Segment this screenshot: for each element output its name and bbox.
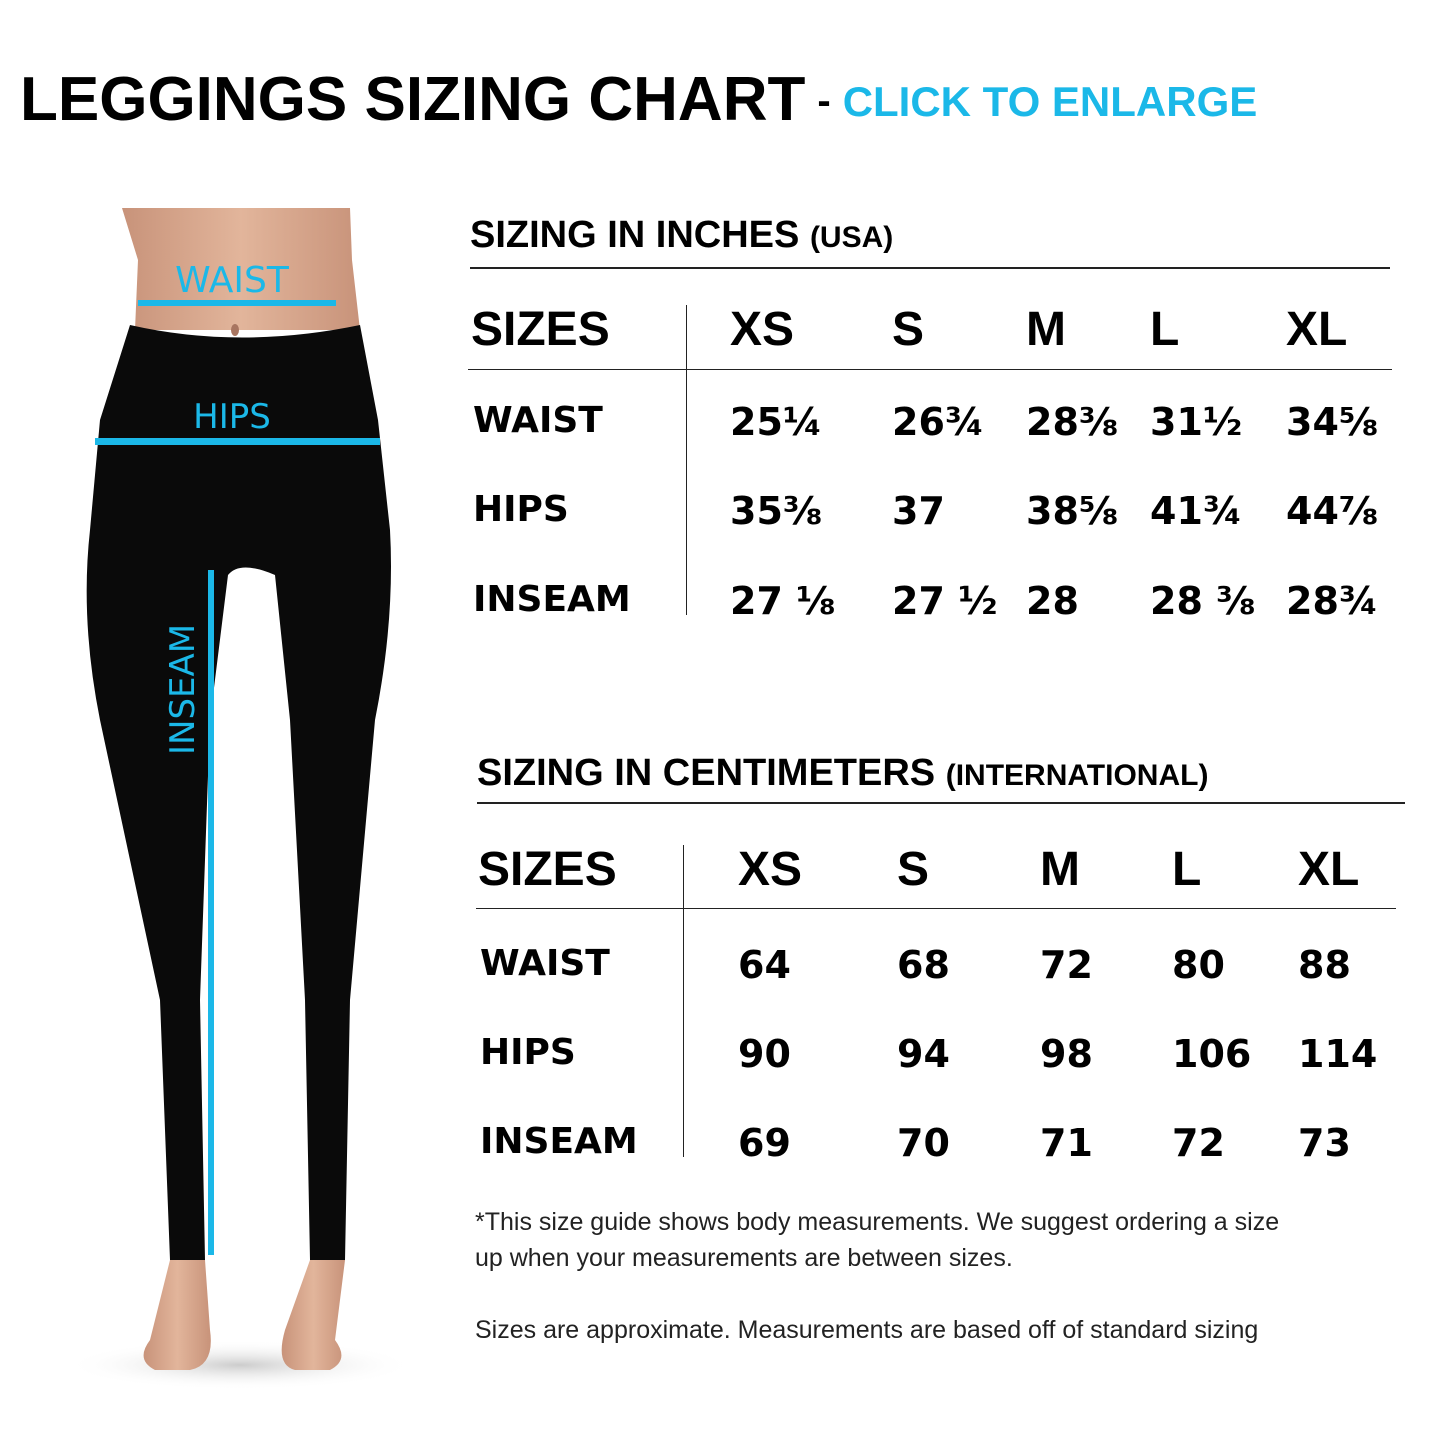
table-cell: 25¼ (730, 400, 823, 444)
table-cell: 35⅜ (730, 489, 823, 533)
table-cell: 41¾ (1150, 489, 1243, 533)
note-line-1: *This size guide shows body measurements… (475, 1208, 1280, 1236)
waist-label: WAIST (175, 260, 290, 301)
table-cell: 28 (1026, 579, 1079, 623)
inches-heading-sub: (USA) (809, 221, 894, 254)
inches-heading: SIZING IN INCHES (USA) (470, 214, 893, 257)
sizes-header: SIZES (471, 303, 610, 356)
row-label-waist: WAIST (480, 943, 610, 984)
table-cell: 80 (1172, 943, 1225, 987)
right-foot (281, 1260, 345, 1370)
table-cell: 64 (738, 943, 791, 987)
table-cell: 37 (892, 489, 945, 533)
table-cell: 44⅞ (1286, 489, 1379, 533)
table-cell: 28 ⅜ (1150, 579, 1256, 623)
row-label-waist: WAIST (473, 400, 603, 441)
size-header-xs: XS (730, 303, 795, 356)
table-cell: 106 (1172, 1032, 1252, 1076)
inches-column-divider (686, 305, 687, 615)
page-title: LEGGINGS SIZING CHART - CLICK TO ENLARGE (20, 64, 1257, 135)
row-label-hips: HIPS (473, 489, 569, 530)
floor-shadow (65, 1340, 415, 1390)
table-cell: 73 (1298, 1121, 1351, 1165)
size-header-xs: XS (738, 843, 803, 896)
inches-heading-text: SIZING IN INCHES (470, 214, 800, 256)
click-to-enlarge-link[interactable]: CLICK TO ENLARGE (842, 78, 1258, 125)
torso (122, 208, 360, 330)
size-header-m: M (1040, 843, 1080, 896)
size-header-xl: XL (1286, 303, 1348, 356)
leggings-figure: WAIST HIPS INSEAM (65, 208, 415, 1390)
cm-heading-sub: (INTERNATIONAL) (945, 759, 1209, 792)
table-cell: 98 (1040, 1032, 1093, 1076)
inseam-label: INSEAM (163, 624, 203, 755)
table-cell: 27 ½ (892, 579, 998, 623)
cm-heading-text: SIZING IN CENTIMETERS (477, 752, 936, 794)
waist-line (138, 300, 336, 306)
size-header-s: S (892, 303, 925, 356)
table-cell: 28¾ (1286, 579, 1379, 623)
table-cell: 34⅝ (1286, 400, 1379, 444)
leggings (86, 325, 392, 1260)
row-label-hips: HIPS (480, 1032, 576, 1073)
size-header-xl: XL (1298, 843, 1360, 896)
inches-header-divider (468, 369, 1392, 370)
title-separator: - (817, 79, 831, 123)
table-cell: 114 (1298, 1032, 1378, 1076)
cm-heading-underline (477, 802, 1405, 804)
row-label-inseam: INSEAM (473, 579, 631, 620)
hips-label: HIPS (193, 397, 271, 437)
hips-line (95, 438, 380, 445)
table-cell: 31½ (1150, 400, 1243, 444)
size-header-m: M (1026, 303, 1066, 356)
sizes-header: SIZES (478, 843, 617, 896)
cm-header-divider (476, 908, 1396, 909)
inches-heading-underline (470, 267, 1390, 269)
table-cell: 26¾ (892, 400, 985, 444)
table-cell: 72 (1040, 943, 1093, 987)
cm-column-divider (683, 845, 684, 1157)
table-cell: 72 (1172, 1121, 1225, 1165)
note-line-3: Sizes are approximate. Measurements are … (475, 1316, 1259, 1344)
size-header-s: S (897, 843, 930, 896)
cm-heading: SIZING IN CENTIMETERS (INTERNATIONAL) (477, 752, 1208, 795)
navel (231, 324, 239, 336)
table-cell: 28⅜ (1026, 400, 1119, 444)
table-cell: 88 (1298, 943, 1351, 987)
table-cell: 69 (738, 1121, 791, 1165)
inseam-line (208, 570, 214, 1255)
table-cell: 27 ⅛ (730, 579, 836, 623)
table-cell: 68 (897, 943, 950, 987)
note-line-2: up when your measurements are between si… (475, 1244, 1013, 1272)
table-cell: 70 (897, 1121, 950, 1165)
left-foot (143, 1260, 211, 1370)
table-cell: 71 (1040, 1121, 1093, 1165)
table-cell: 94 (897, 1032, 950, 1076)
size-header-l: L (1172, 843, 1202, 896)
row-label-inseam: INSEAM (480, 1121, 638, 1162)
title-main: LEGGINGS SIZING CHART (20, 65, 806, 134)
size-header-l: L (1150, 303, 1180, 356)
table-cell: 38⅝ (1026, 489, 1119, 533)
table-cell: 90 (738, 1032, 791, 1076)
